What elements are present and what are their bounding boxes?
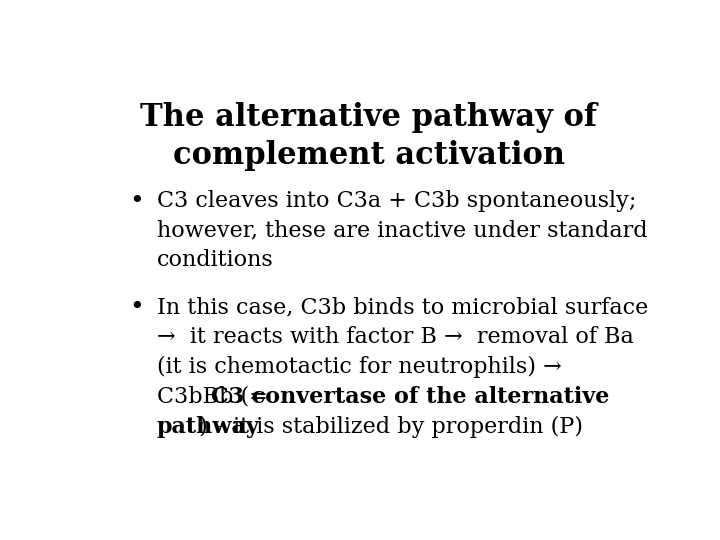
Text: In this case, C3b binds to microbial surface: In this case, C3b binds to microbial sur…	[157, 296, 648, 318]
Text: (it is chemotactic for neutrophils) →: (it is chemotactic for neutrophils) →	[157, 356, 562, 378]
Text: ) – it is stabilized by properdin (P): ) – it is stabilized by properdin (P)	[199, 416, 583, 438]
Text: pathway: pathway	[157, 416, 260, 438]
Text: C3bBb (=: C3bBb (=	[157, 386, 275, 408]
Text: conditions: conditions	[157, 249, 274, 272]
Text: C3 cleaves into C3a + C3b spontaneously;: C3 cleaves into C3a + C3b spontaneously;	[157, 190, 636, 212]
Text: however, these are inactive under standard: however, these are inactive under standa…	[157, 219, 647, 241]
Text: C3 convertase of the alternative: C3 convertase of the alternative	[211, 386, 610, 408]
Text: The alternative pathway of
complement activation: The alternative pathway of complement ac…	[140, 102, 598, 171]
Text: •: •	[129, 190, 144, 213]
Text: →  it reacts with factor B →  removal of Ba: → it reacts with factor B → removal of B…	[157, 326, 634, 348]
Text: •: •	[129, 296, 144, 319]
